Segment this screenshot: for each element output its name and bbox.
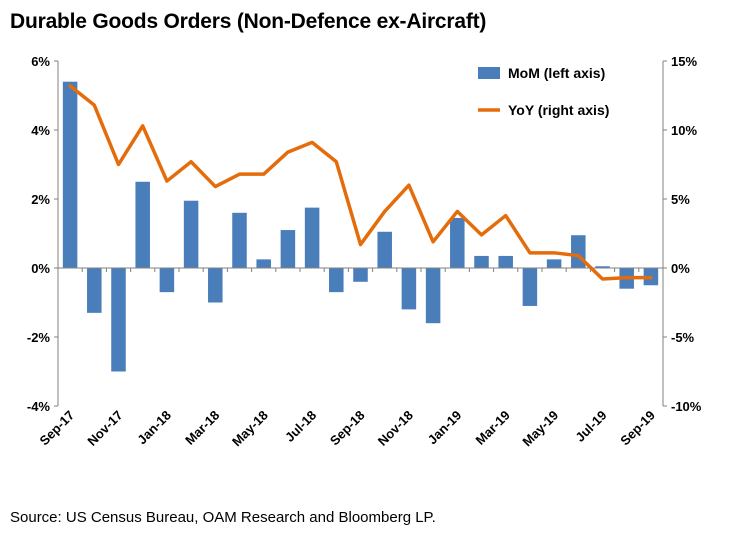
source-note: Source: US Census Bureau, OAM Research a… <box>10 509 436 526</box>
mom-bar <box>135 181 150 268</box>
mom-bar <box>232 212 247 268</box>
mom-bar <box>498 255 513 268</box>
mom-bar <box>329 268 344 293</box>
right-tick-label: -5% <box>671 330 695 345</box>
x-tick-label: Mar-19 <box>473 408 513 448</box>
mom-bar <box>546 259 562 269</box>
left-tick-label: 6% <box>31 54 50 69</box>
mom-bars <box>62 81 659 372</box>
x-axis-ticks: Sep-17 Nov-17 Jan-18 Mar-18 May-18 Jul-18 Sep-… <box>36 408 658 450</box>
mom-bar <box>450 217 465 268</box>
x-tick-label: May-18 <box>229 408 271 450</box>
mom-bar <box>280 230 296 268</box>
right-tick-label: 10% <box>671 123 697 138</box>
left-tick-label: 2% <box>31 192 50 207</box>
mom-bar <box>159 268 175 293</box>
mom-bar <box>377 231 392 268</box>
chart-canvas: -4%-2%0%2%4%6% -10%-5%0%5%10%15% Sep-17 N… <box>27 54 702 450</box>
x-tick-label: May-19 <box>519 408 561 450</box>
x-tick-label: Nov-18 <box>375 408 416 449</box>
x-tick-label: Sep-19 <box>617 408 658 449</box>
mom-bar <box>595 266 610 268</box>
right-tick-label: 5% <box>671 192 690 207</box>
x-tick-label: Jul-18 <box>282 408 319 445</box>
left-tick-label: -2% <box>27 330 51 345</box>
mom-bar <box>208 268 223 303</box>
mom-bar <box>474 255 489 268</box>
left-tick-label: 0% <box>31 261 50 276</box>
legend-swatch-mom <box>478 67 500 79</box>
mom-bar <box>522 268 538 306</box>
left-axis-ticks: -4% -2% 0% 2% 4% 6% <box>27 54 58 414</box>
x-tick-label: Jan-19 <box>425 408 465 448</box>
x-tick-label: Jan-18 <box>134 408 174 448</box>
yoy-line-group <box>68 84 653 281</box>
mom-bar <box>111 268 126 372</box>
chart-title: Durable Goods Orders (Non-Defence ex-Air… <box>10 10 487 33</box>
x-tick-label: Mar-18 <box>182 408 222 448</box>
right-tick-label: 0% <box>671 261 690 276</box>
right-tick-label: 15% <box>671 54 697 69</box>
left-tick-label: -4% <box>27 399 51 414</box>
mom-bar <box>571 235 586 268</box>
mom-bar <box>304 207 320 269</box>
mom-bar <box>62 81 78 268</box>
left-tick-label: 4% <box>31 123 50 138</box>
yoy-line <box>68 84 653 281</box>
mom-bar <box>425 268 441 324</box>
right-axis-ticks: -10% -5% 0% 5% 10% 15% <box>663 54 702 414</box>
mom-bar <box>353 268 368 282</box>
mom-bar <box>401 268 417 310</box>
x-tick-label: Sep-18 <box>327 408 368 449</box>
x-tick-label: Jul-19 <box>572 408 609 445</box>
legend-label-yoy: YoY (right axis) <box>508 102 609 118</box>
right-tick-label: -10% <box>671 399 702 414</box>
mom-bar <box>256 259 271 269</box>
chart-axes <box>57 61 664 406</box>
mom-bar <box>183 200 199 268</box>
mom-bar <box>87 268 102 313</box>
legend: MoM (left axis) YoY (right axis) <box>478 65 609 118</box>
x-tick-label: Nov-17 <box>84 408 125 449</box>
legend-label-mom: MoM (left axis) <box>508 65 605 81</box>
